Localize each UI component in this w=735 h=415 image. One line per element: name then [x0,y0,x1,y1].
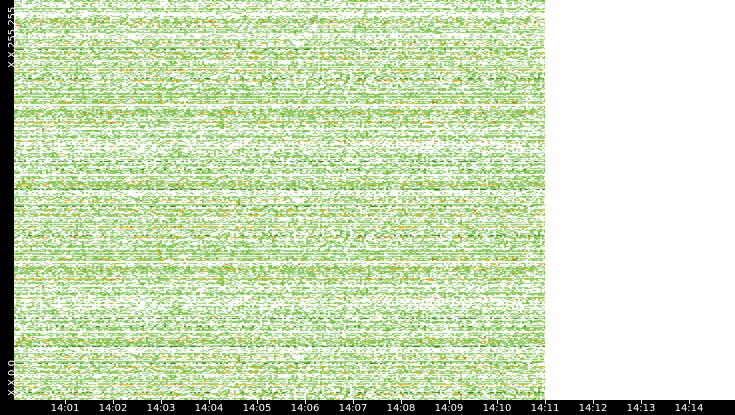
x-tick [689,400,690,404]
x-tick [641,400,642,404]
x-tick [401,400,402,404]
x-tick-label: 14:14 [674,403,704,414]
x-axis: 14:01 14:02 14:03 14:04 14:05 14:06 14:07 14:08… [0,400,735,415]
x-tick [65,400,66,404]
x-tick-label: 14:05 [242,403,272,414]
x-tick-label: 14:07 [338,403,368,414]
x-tick-label: 14:06 [290,403,320,414]
x-tick-label: 14:03 [146,403,176,414]
x-tick [209,400,210,404]
heatmap-cells [14,0,545,400]
x-tick-label: 14:10 [482,403,512,414]
x-tick [161,400,162,404]
x-tick-label: 14:02 [98,403,128,414]
x-tick [545,400,546,404]
x-tick-label: 14:08 [386,403,416,414]
x-tick-label: 14:12 [578,403,608,414]
x-tick-label: 14:11 [530,403,560,414]
y-axis: X.X.255.255 X.X.0.0 [0,0,18,400]
y-tick-label-top: X.X.255.255 [7,6,18,68]
x-tick [305,400,306,404]
x-tick-label: 14:01 [50,403,80,414]
x-tick [497,400,498,404]
x-tick-label: 14:09 [434,403,464,414]
x-tick [257,400,258,404]
x-tick [353,400,354,404]
x-tick [449,400,450,404]
x-tick [113,400,114,404]
x-tick [593,400,594,404]
x-tick-label: 14:13 [626,403,656,414]
y-tick-label-bottom: X.X.0.0 [7,360,18,396]
x-tick-label: 14:04 [194,403,224,414]
